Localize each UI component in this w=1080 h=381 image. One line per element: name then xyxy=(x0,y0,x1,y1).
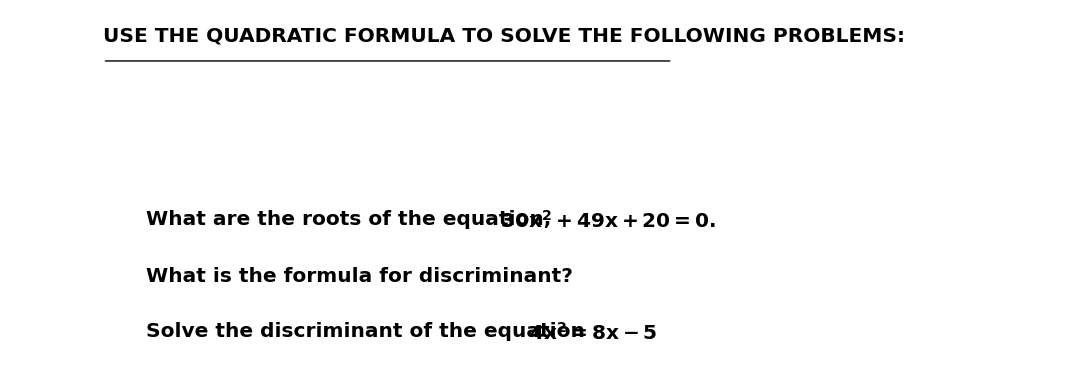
Text: $\mathbf{30x^2 + 49x + 20 = 0.}$: $\mathbf{30x^2 + 49x + 20 = 0.}$ xyxy=(500,210,716,231)
Text: What are the roots of the equation,: What are the roots of the equation, xyxy=(146,210,558,229)
Text: Solve the discriminant of the equation: Solve the discriminant of the equation xyxy=(146,322,592,341)
Text: USE THE QUADRATIC FORMULA TO SOLVE THE FOLLOWING PROBLEMS:: USE THE QUADRATIC FORMULA TO SOLVE THE F… xyxy=(103,27,905,46)
Text: $\mathbf{4x^2 = 8x - 5}$: $\mathbf{4x^2 = 8x - 5}$ xyxy=(529,322,658,344)
Text: What is the formula for discriminant?: What is the formula for discriminant? xyxy=(146,267,572,286)
